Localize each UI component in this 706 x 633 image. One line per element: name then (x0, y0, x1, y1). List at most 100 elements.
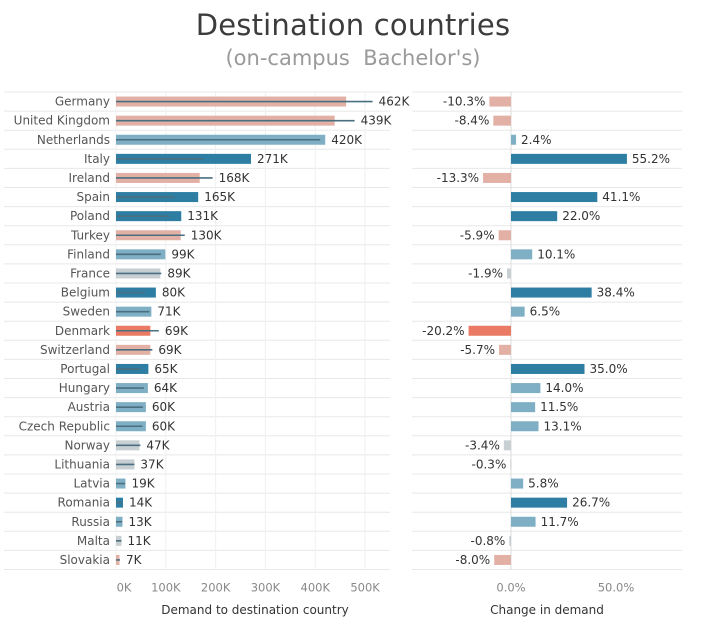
change-bar (509, 536, 511, 546)
change-bar (511, 288, 592, 298)
change-bar (507, 268, 511, 278)
category-label: Latvia (73, 477, 110, 491)
change-value-label: 11.7% (541, 515, 579, 529)
change-bar (493, 116, 511, 126)
x-axis-title: Demand to destination country (161, 603, 349, 617)
change-bar (511, 364, 585, 374)
change-bar (511, 307, 525, 317)
change-bar (469, 326, 511, 336)
change-bar (511, 421, 539, 431)
demand-value-label: 60K (152, 419, 176, 433)
category-label: Lithuania (54, 457, 110, 471)
change-value-label: 6.5% (530, 305, 561, 319)
category-label: Turkey (70, 228, 110, 242)
x-tick-label: 200K (201, 581, 231, 595)
demand-value-label: 65K (154, 362, 178, 376)
demand-value-label: 69K (165, 324, 189, 338)
change-value-label: -10.3% (443, 95, 485, 109)
demand-value-label: 99K (171, 247, 195, 261)
change-value-label: 10.1% (537, 247, 575, 261)
demand-value-label: 439K (361, 114, 393, 128)
change-bar (494, 555, 511, 565)
x-tick-label: 400K (301, 581, 331, 595)
demand-value-label: 168K (219, 171, 251, 185)
change-bar (499, 230, 511, 240)
category-label: Hungary (59, 381, 110, 395)
demand-value-label: 19K (131, 477, 155, 491)
change-bar (499, 345, 511, 355)
category-label: United Kingdom (14, 114, 110, 128)
change-value-label: -0.3% (472, 457, 507, 471)
change-value-label: -3.4% (465, 438, 500, 452)
change-bar (511, 498, 567, 508)
change-value-label: 14.0% (545, 381, 583, 395)
change-value-label: 11.5% (540, 400, 578, 414)
demand-value-label: 64K (154, 381, 178, 395)
change-value-label: -8.4% (455, 114, 490, 128)
demand-value-label: 131K (187, 209, 219, 223)
demand-value-label: 7K (126, 553, 143, 567)
change-value-label: 5.8% (528, 477, 559, 491)
demand-value-label: 420K (331, 133, 363, 147)
change-value-label: -5.7% (460, 343, 495, 357)
change-bar (511, 383, 540, 393)
change-value-label: 26.7% (572, 496, 610, 510)
change-value-label: -8.0% (455, 553, 490, 567)
category-label: Sweden (63, 305, 110, 319)
change-bar (511, 135, 516, 145)
change-bar (511, 211, 557, 221)
change-value-label: -13.3% (437, 171, 479, 185)
demand-value-label: 130K (191, 228, 223, 242)
change-value-label: 13.1% (544, 419, 582, 433)
category-label: France (70, 266, 110, 280)
change-bar (489, 97, 511, 107)
category-label: Slovakia (60, 553, 110, 567)
demand-value-label: 80K (162, 286, 186, 300)
x-tick-label: 0K (117, 581, 132, 595)
category-label: Spain (76, 190, 110, 204)
x-tick-label: 0.0% (496, 581, 525, 595)
category-label: Ireland (68, 171, 110, 185)
demand-value-label: 13K (128, 515, 152, 529)
change-bar (511, 154, 627, 164)
change-value-label: -20.2% (422, 324, 464, 338)
demand-value-label: 14K (129, 496, 153, 510)
change-value-label: -1.9% (468, 266, 503, 280)
change-bar (511, 192, 597, 202)
category-label: Denmark (55, 324, 110, 338)
category-label: Finland (67, 247, 110, 261)
demand-value-label: 462K (379, 95, 411, 109)
demand-value-label: 37K (140, 457, 164, 471)
demand-value-label: 165K (204, 190, 236, 204)
category-label: Romania (58, 496, 110, 510)
category-label: Malta (77, 534, 110, 548)
category-label: Belgium (61, 286, 110, 300)
change-value-label: 55.2% (632, 152, 670, 166)
category-label: Switzerland (40, 343, 110, 357)
change-bar (511, 249, 532, 259)
x-tick-label: 500K (350, 581, 380, 595)
demand-value-label: 60K (152, 400, 176, 414)
change-bar (483, 173, 511, 183)
demand-value-label: 11K (127, 534, 151, 548)
change-bar (511, 402, 535, 412)
change-value-label: 41.1% (602, 190, 640, 204)
demand-value-label: 89K (167, 266, 191, 280)
change-value-label: -5.9% (460, 228, 495, 242)
demand-value-label: 271K (257, 152, 289, 166)
x-tick-label: 50.0% (598, 581, 635, 595)
category-label: Russia (71, 515, 110, 529)
category-label: Italy (84, 152, 110, 166)
category-label: Germany (55, 95, 110, 109)
demand-value-label: 69K (158, 343, 182, 357)
x-tick-label: 100K (151, 581, 181, 595)
category-label: Portugal (60, 362, 110, 376)
demand-value-label: 71K (157, 305, 181, 319)
category-label: Austria (68, 400, 110, 414)
category-label: Czech Republic (19, 419, 110, 433)
category-label: Norway (64, 438, 110, 452)
change-value-label: 22.0% (562, 209, 600, 223)
x-axis-title: Change in demand (490, 603, 604, 617)
change-bar (504, 440, 511, 450)
